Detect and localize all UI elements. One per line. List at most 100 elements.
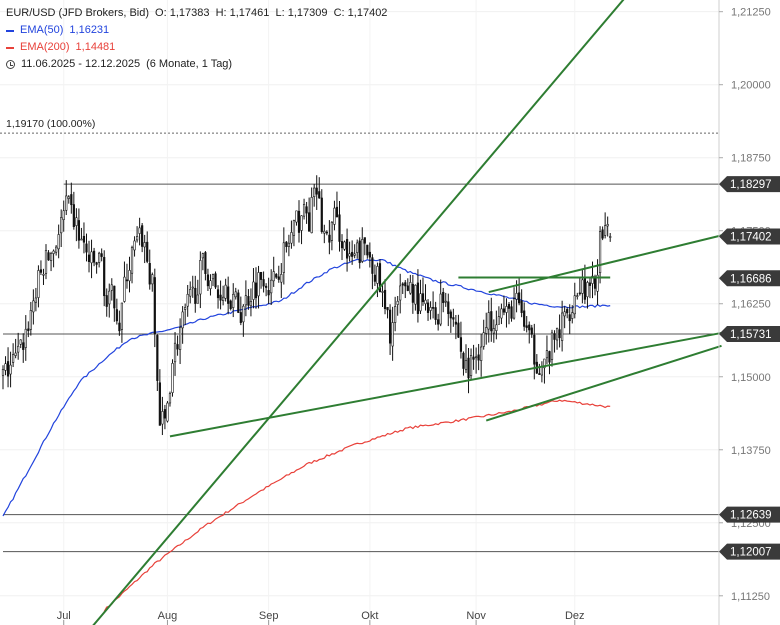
trendline (92, 0, 625, 625)
price-tag (719, 270, 780, 287)
price-tag (719, 176, 780, 193)
candle-body (563, 311, 566, 317)
candle-body (609, 236, 612, 238)
candle-body (548, 351, 551, 363)
candle-body (373, 274, 377, 282)
candle-body (87, 254, 91, 262)
candle-body (320, 197, 323, 232)
candle-body (204, 252, 207, 274)
candle-body (515, 292, 518, 300)
candle-body (591, 275, 594, 284)
candle-body (328, 234, 331, 243)
candle-body (568, 314, 571, 322)
time-tick-label: Aug (158, 610, 178, 622)
candle-body (267, 290, 270, 296)
candle-body (72, 204, 75, 227)
time-axis[interactable]: Jul Aug Sep Okt Nov Dez (57, 610, 585, 625)
candle-body (229, 300, 232, 309)
candle-body (409, 282, 412, 294)
price-tick-label: 1,15000 (731, 372, 771, 384)
candle-body (148, 262, 151, 285)
horizontal-levels: 1,19170 (100.00%) (0, 118, 719, 553)
ema200-label: EMA(200) (20, 41, 70, 53)
clock-icon (6, 60, 15, 69)
candle-body (495, 324, 498, 331)
candle-body (120, 302, 124, 330)
candle-body (194, 287, 197, 304)
candle-body (49, 253, 53, 262)
candle-body (543, 358, 546, 369)
candlesticks (1, 175, 612, 436)
candle-body (449, 311, 452, 319)
candle-body (141, 225, 144, 247)
candle-body (462, 352, 465, 369)
candle-body (189, 288, 192, 297)
candle-body (510, 306, 513, 319)
price-axis[interactable]: 1,212501,200001,187501,175001,162501,150… (719, 7, 771, 603)
candle-body (19, 339, 22, 345)
candle-body (581, 279, 584, 294)
candle-body (477, 354, 480, 361)
candle-body (259, 271, 263, 280)
candle-body (366, 244, 369, 256)
candle-body (4, 363, 7, 371)
candle-body (555, 327, 559, 341)
candle-body (67, 196, 70, 199)
candle-body (472, 356, 475, 360)
candle-body (138, 227, 141, 234)
candle-body (92, 250, 96, 263)
candle-body (70, 194, 73, 206)
grid (0, 0, 719, 625)
candle-body (22, 342, 25, 350)
candle-body (24, 328, 27, 348)
candle-body (401, 283, 404, 286)
candle-body (459, 337, 463, 352)
candle-body (118, 322, 121, 332)
candle-body (214, 273, 217, 288)
fib-level-label: 1,19170 (100.00%) (6, 118, 95, 130)
candle-body (426, 302, 430, 313)
price-tick-label: 1,20000 (731, 80, 771, 92)
candle-body (95, 262, 98, 265)
candle-body (39, 269, 43, 273)
legend-range-row: 11.06.2025 - 12.12.2025 (6 Monate, 1 Tag… (6, 56, 387, 73)
candle-body (520, 300, 523, 313)
candle-body (287, 242, 290, 247)
candle-body (143, 242, 146, 248)
candle-body (598, 231, 602, 274)
candle-body (37, 270, 40, 298)
candle-body (209, 280, 212, 289)
price-tag-label: 1,16686 (730, 273, 772, 285)
price-tag (719, 228, 780, 245)
legend-ema50-row[interactable]: EMA(50) 1,16231 (6, 22, 387, 39)
candle-body (146, 241, 149, 262)
ema50-path (2, 258, 611, 517)
price-tick-label: 1,21250 (731, 7, 771, 19)
candle-body (32, 300, 35, 313)
candle-body (82, 235, 86, 243)
candle-body (52, 250, 55, 254)
candle-body (80, 238, 83, 241)
candle-body (376, 266, 379, 284)
candle-body (538, 373, 541, 375)
candle-body (252, 281, 255, 300)
candle-body (335, 206, 339, 218)
candle-body (452, 317, 455, 320)
candle-body (421, 293, 425, 303)
candle-body (222, 296, 225, 302)
candle-body (576, 295, 579, 297)
legend-ema200-row[interactable]: EMA(200) 1,14481 (6, 39, 387, 56)
candle-body (480, 346, 483, 361)
time-tick-label: Dez (565, 610, 585, 622)
candle-body (411, 283, 414, 303)
candle-body (55, 246, 58, 253)
price-tag-label: 1,12007 (730, 547, 772, 559)
chart-legend: EUR/USD (JFD Brokers, Bid) O: 1,17383 H:… (6, 5, 387, 73)
candle-body (318, 191, 321, 199)
candle-body (505, 306, 508, 313)
trendline (485, 344, 722, 422)
candle-body (275, 274, 278, 278)
candle-body (454, 321, 457, 325)
legend-symbol: EUR/USD (JFD Brokers, Bid) (6, 7, 150, 19)
